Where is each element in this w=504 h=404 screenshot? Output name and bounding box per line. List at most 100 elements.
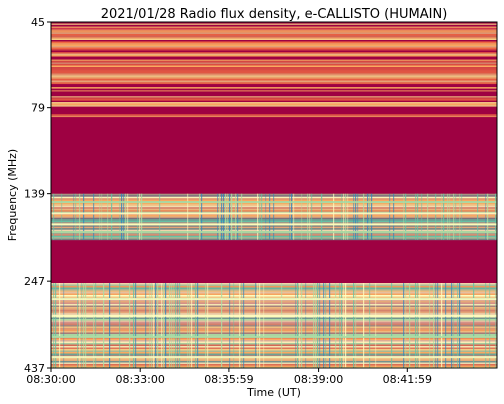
heat-row bbox=[51, 322, 497, 324]
heat-burst bbox=[489, 283, 491, 368]
heat-burst bbox=[311, 193, 313, 240]
heat-row bbox=[51, 37, 497, 39]
heat-burst bbox=[83, 283, 85, 368]
heat-burst bbox=[99, 193, 101, 240]
heat-burst bbox=[427, 193, 429, 240]
heat-row bbox=[51, 52, 497, 54]
plot-area bbox=[51, 22, 497, 369]
heat-core-line bbox=[51, 231, 497, 233]
heat-burst bbox=[201, 193, 203, 240]
heat-burst bbox=[315, 283, 317, 368]
heat-row bbox=[51, 302, 497, 304]
y-tick-label: 437 bbox=[24, 362, 45, 375]
heat-row bbox=[51, 44, 497, 46]
heat-burst bbox=[375, 283, 377, 368]
heat-burst bbox=[119, 193, 121, 240]
heat-burst bbox=[369, 193, 371, 240]
heat-burst bbox=[197, 283, 199, 368]
heat-burst bbox=[205, 283, 207, 368]
heat-row bbox=[51, 307, 497, 309]
heat-burst bbox=[61, 193, 63, 240]
y-tick-label: 79 bbox=[31, 102, 45, 115]
heat-burst bbox=[333, 193, 335, 240]
heat-burst bbox=[317, 283, 319, 368]
heat-burst bbox=[231, 193, 233, 240]
heat-row bbox=[51, 99, 497, 101]
heat-row bbox=[51, 43, 497, 45]
heat-burst bbox=[363, 283, 365, 368]
heat-burst bbox=[221, 283, 223, 368]
heat-row bbox=[51, 65, 497, 67]
heat-burst bbox=[393, 193, 395, 240]
heat-burst bbox=[59, 283, 61, 368]
heat-row bbox=[51, 76, 497, 78]
heat-row bbox=[51, 319, 497, 321]
heat-burst bbox=[207, 283, 209, 368]
heat-burst bbox=[353, 283, 355, 368]
heat-row bbox=[51, 325, 497, 327]
heat-core-line bbox=[51, 212, 497, 215]
heat-row bbox=[51, 316, 497, 318]
heat-burst bbox=[107, 193, 109, 240]
heat-burst bbox=[335, 283, 337, 368]
y-tick-label: 247 bbox=[24, 275, 45, 288]
heat-burst bbox=[151, 283, 153, 368]
heat-row bbox=[51, 304, 497, 306]
heat-row bbox=[51, 77, 497, 79]
heat-core-line bbox=[51, 201, 497, 204]
heat-burst bbox=[135, 283, 137, 368]
heat-row bbox=[51, 310, 497, 312]
heat-row bbox=[51, 286, 497, 288]
heat-row bbox=[51, 87, 497, 89]
frequency-band bbox=[51, 82, 497, 118]
heat-row bbox=[51, 97, 497, 100]
heat-burst bbox=[177, 283, 179, 368]
heat-burst bbox=[259, 283, 261, 368]
heat-row bbox=[51, 53, 497, 55]
heat-burst bbox=[159, 193, 161, 240]
heat-burst bbox=[85, 283, 87, 368]
heat-burst bbox=[339, 283, 341, 368]
heat-row bbox=[51, 283, 497, 285]
heat-row bbox=[51, 64, 497, 66]
heat-burst bbox=[257, 193, 259, 240]
heat-burst bbox=[263, 283, 265, 368]
heat-burst bbox=[79, 283, 81, 368]
heat-burst bbox=[391, 283, 393, 368]
heat-row bbox=[51, 79, 497, 81]
heat-row bbox=[51, 341, 497, 343]
heat-burst bbox=[77, 283, 79, 368]
heat-burst bbox=[363, 193, 365, 240]
heat-burst bbox=[437, 283, 439, 368]
heat-burst bbox=[371, 193, 373, 240]
heat-burst bbox=[299, 283, 301, 368]
heat-row bbox=[51, 284, 497, 286]
heat-burst bbox=[53, 193, 55, 240]
heat-burst bbox=[163, 283, 165, 368]
heat-row bbox=[51, 346, 497, 348]
heat-burst bbox=[409, 283, 411, 368]
heat-burst bbox=[389, 193, 391, 240]
heat-burst bbox=[353, 193, 355, 240]
x-axis: 08:30:00 08:33:00 08:35:59 08:39:00 08:41:59 bbox=[26, 368, 432, 386]
heat-burst bbox=[309, 193, 311, 240]
heat-burst bbox=[325, 283, 327, 368]
heat-burst bbox=[199, 193, 201, 240]
heat-burst bbox=[345, 283, 347, 368]
heat-burst bbox=[173, 283, 175, 368]
x-tick-label: 08:41:59 bbox=[383, 373, 432, 386]
heat-row bbox=[51, 361, 497, 363]
heat-burst bbox=[355, 193, 357, 240]
heat-burst bbox=[175, 283, 177, 368]
heat-burst bbox=[451, 283, 453, 368]
heat-burst bbox=[237, 193, 239, 240]
heat-burst bbox=[75, 193, 77, 240]
heat-row bbox=[51, 114, 497, 116]
heat-burst bbox=[187, 193, 189, 240]
heat-burst bbox=[455, 193, 457, 240]
heat-row bbox=[51, 305, 497, 307]
heat-burst bbox=[217, 193, 219, 240]
heat-burst bbox=[403, 283, 405, 368]
heat-row bbox=[51, 355, 497, 357]
heat-burst bbox=[241, 283, 243, 368]
